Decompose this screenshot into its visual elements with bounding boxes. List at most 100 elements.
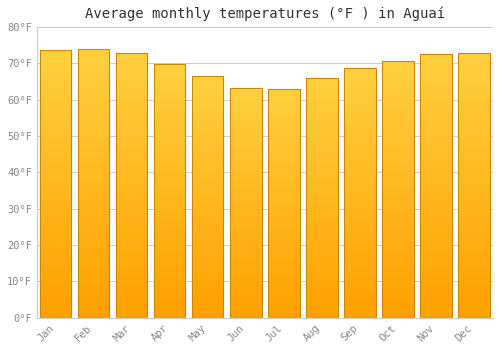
- Bar: [382, 241, 414, 244]
- Bar: [78, 291, 110, 294]
- Bar: [192, 103, 224, 106]
- Bar: [230, 237, 262, 240]
- Bar: [154, 127, 186, 131]
- Bar: [344, 237, 376, 240]
- Bar: [458, 63, 490, 66]
- Bar: [78, 163, 110, 167]
- Bar: [344, 118, 376, 121]
- Bar: [306, 279, 338, 282]
- Bar: [306, 249, 338, 252]
- Bar: [344, 171, 376, 174]
- Bar: [268, 224, 300, 226]
- Bar: [192, 131, 224, 134]
- Bar: [382, 260, 414, 263]
- Bar: [420, 84, 452, 87]
- Bar: [306, 171, 338, 174]
- Bar: [382, 196, 414, 199]
- Bar: [268, 184, 300, 187]
- Bar: [458, 130, 490, 133]
- Bar: [40, 264, 72, 268]
- Bar: [382, 193, 414, 196]
- Bar: [344, 136, 376, 140]
- Bar: [306, 255, 338, 258]
- Bar: [344, 274, 376, 277]
- Bar: [458, 136, 490, 139]
- Bar: [192, 288, 224, 291]
- Bar: [116, 126, 148, 129]
- Bar: [116, 278, 148, 281]
- Bar: [154, 64, 186, 318]
- Bar: [116, 159, 148, 162]
- Bar: [268, 309, 300, 312]
- Bar: [230, 240, 262, 243]
- Bar: [268, 289, 300, 292]
- Bar: [306, 309, 338, 312]
- Bar: [116, 89, 148, 92]
- Bar: [458, 83, 490, 86]
- Bar: [230, 234, 262, 238]
- Bar: [192, 254, 224, 258]
- Bar: [78, 126, 110, 130]
- Bar: [268, 138, 300, 141]
- Bar: [382, 167, 414, 170]
- Bar: [344, 265, 376, 268]
- Bar: [154, 143, 186, 146]
- Bar: [116, 189, 148, 192]
- Bar: [268, 146, 300, 149]
- Bar: [458, 73, 490, 77]
- Bar: [458, 96, 490, 100]
- Bar: [192, 221, 224, 224]
- Bar: [78, 133, 110, 136]
- Bar: [40, 301, 72, 304]
- Bar: [344, 299, 376, 302]
- Bar: [40, 67, 72, 70]
- Bar: [192, 309, 224, 312]
- Bar: [382, 312, 414, 315]
- Bar: [192, 248, 224, 251]
- Bar: [382, 170, 414, 174]
- Bar: [154, 254, 186, 258]
- Bar: [306, 264, 338, 267]
- Bar: [268, 135, 300, 138]
- Bar: [116, 248, 148, 252]
- Bar: [344, 168, 376, 171]
- Bar: [192, 188, 224, 191]
- Bar: [268, 275, 300, 278]
- Bar: [230, 103, 262, 105]
- Bar: [268, 292, 300, 295]
- Bar: [382, 257, 414, 260]
- Bar: [116, 72, 148, 76]
- Bar: [230, 117, 262, 120]
- Bar: [420, 120, 452, 123]
- Bar: [344, 205, 376, 209]
- Bar: [458, 265, 490, 268]
- Bar: [306, 219, 338, 222]
- Bar: [306, 111, 338, 114]
- Bar: [420, 285, 452, 288]
- Bar: [306, 207, 338, 210]
- Bar: [382, 218, 414, 222]
- Bar: [306, 165, 338, 168]
- Bar: [78, 52, 110, 56]
- Bar: [306, 168, 338, 171]
- Bar: [192, 161, 224, 164]
- Bar: [78, 60, 110, 63]
- Bar: [306, 270, 338, 273]
- Bar: [344, 240, 376, 243]
- Bar: [382, 225, 414, 228]
- Bar: [116, 152, 148, 155]
- Bar: [116, 135, 148, 139]
- Bar: [154, 134, 186, 137]
- Bar: [154, 296, 186, 299]
- Bar: [116, 109, 148, 112]
- Bar: [116, 291, 148, 295]
- Title: Average monthly temperatures (°F ) in Aguaí: Average monthly temperatures (°F ) in Ag…: [85, 7, 445, 21]
- Bar: [306, 93, 338, 96]
- Bar: [78, 304, 110, 308]
- Bar: [230, 263, 262, 266]
- Bar: [230, 260, 262, 263]
- Bar: [382, 266, 414, 270]
- Bar: [382, 138, 414, 141]
- Bar: [192, 191, 224, 194]
- Bar: [268, 109, 300, 112]
